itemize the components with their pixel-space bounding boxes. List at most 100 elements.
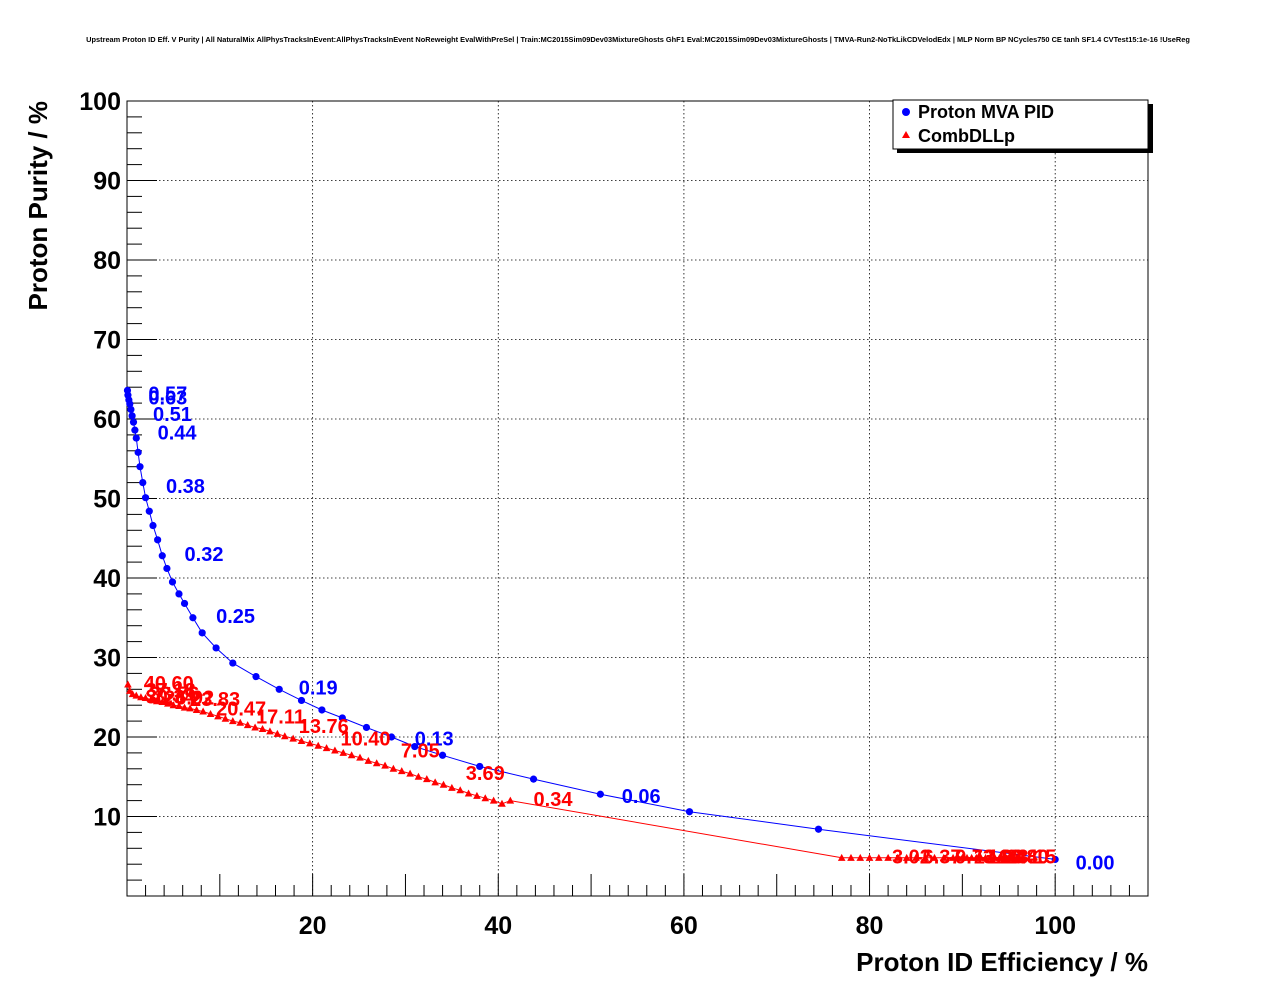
data-point	[128, 412, 136, 420]
data-point	[476, 762, 484, 771]
data-point	[129, 418, 138, 426]
data-point	[331, 746, 339, 754]
gridlines	[127, 101, 1148, 896]
legend-label-dll: CombDLLp	[918, 126, 1015, 146]
data-point	[473, 791, 481, 799]
data-point	[158, 698, 167, 706]
data-label: 7.05	[401, 741, 440, 763]
data-point	[372, 759, 381, 767]
data-label: 0.32	[185, 544, 224, 566]
data-point	[131, 426, 139, 434]
data-label: -9.73	[948, 846, 994, 868]
data-point	[136, 463, 144, 471]
data-label: 0.06	[622, 786, 661, 808]
data-point	[154, 536, 162, 544]
legend-label-mva: Proton MVA PID	[918, 102, 1054, 122]
data-point	[930, 853, 939, 861]
data-point	[940, 853, 948, 861]
series-line-0	[127, 390, 1056, 860]
data-point	[149, 521, 157, 530]
data-point	[132, 434, 140, 442]
data-label: 0.13	[415, 729, 454, 751]
data-point	[123, 386, 132, 394]
data-point	[912, 853, 920, 861]
x-tick-label: 100	[1034, 912, 1076, 940]
data-point	[481, 794, 490, 802]
data-point	[132, 691, 141, 699]
data-point	[280, 732, 289, 740]
data-label: 30.34	[146, 686, 197, 708]
data-point	[199, 707, 207, 715]
data-point	[389, 764, 398, 772]
data-label: -16.44	[981, 846, 1039, 868]
data-point	[596, 790, 604, 798]
data-point	[275, 685, 283, 693]
x-axis-label: Proton ID Efficiency / %	[856, 947, 1148, 977]
data-point	[158, 552, 166, 560]
data-point	[163, 564, 171, 573]
data-series	[123, 386, 1059, 864]
data-label: 3.69	[466, 763, 505, 785]
data-point	[381, 761, 389, 769]
data-point	[243, 721, 252, 729]
data-point	[124, 680, 132, 688]
data-point	[189, 614, 197, 622]
data-label: 0.63	[148, 388, 187, 410]
data-point	[192, 705, 201, 713]
legend: Proton MVA PID CombDLLp	[892, 99, 1153, 153]
data-point	[212, 644, 220, 652]
data-label: 0.57	[148, 384, 187, 406]
data-point	[206, 709, 215, 717]
data-point	[439, 780, 448, 788]
data-point	[1018, 853, 1027, 861]
data-point	[180, 703, 189, 711]
x-tick-label: 40	[484, 912, 512, 940]
y-tick-label: 10	[93, 804, 121, 832]
data-point	[141, 494, 150, 502]
data-label: 40.60	[144, 673, 194, 695]
data-point	[229, 659, 237, 667]
data-label: 0.44	[158, 423, 198, 445]
data-point	[273, 729, 282, 737]
data-point	[236, 718, 245, 726]
x-tick-label: 60	[670, 912, 698, 940]
data-point	[921, 853, 930, 861]
data-label: 0.00	[1076, 853, 1115, 875]
y-tick-label: 80	[93, 247, 121, 275]
data-label: 0.25	[216, 606, 255, 628]
y-tick-label: 40	[93, 565, 121, 593]
data-point	[134, 448, 142, 456]
data-point	[414, 772, 423, 780]
data-point	[141, 694, 150, 702]
data-point	[893, 853, 902, 861]
data-point	[489, 796, 498, 804]
data-point	[397, 767, 406, 775]
data-label: 0.38	[166, 476, 205, 498]
data-label: 0.34	[534, 789, 574, 811]
data-point	[431, 778, 439, 786]
chart-title: Upstream Proton ID Eff. V Purity | All N…	[86, 35, 1190, 44]
data-point	[289, 734, 297, 742]
data-point	[306, 739, 314, 747]
data-label: 0.51	[153, 404, 192, 426]
data-point	[186, 704, 194, 712]
data-point	[318, 706, 326, 714]
data-point	[387, 733, 396, 741]
data-point	[221, 714, 230, 722]
data-point	[137, 693, 145, 701]
data-point	[214, 712, 222, 720]
data-point	[347, 751, 356, 759]
data-point	[837, 853, 846, 861]
data-point	[338, 714, 346, 722]
legend-marker-mva	[902, 108, 910, 116]
y-axis-label: Proton Purity / %	[23, 101, 53, 310]
data-label: 0.19	[299, 678, 338, 700]
data-point	[252, 672, 260, 681]
data-point	[180, 599, 189, 608]
data-point	[356, 753, 364, 761]
data-point	[322, 744, 331, 752]
axes: 20 40 60 80 100 10 20 30 40 50 60 70 80 90 100	[79, 88, 1149, 940]
data-point	[339, 748, 348, 756]
data-point	[364, 756, 373, 764]
